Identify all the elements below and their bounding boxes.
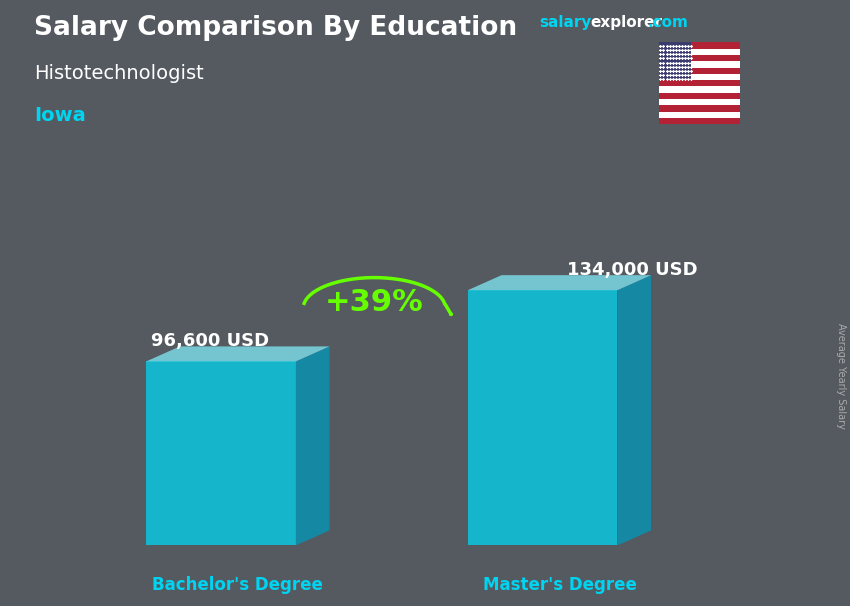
Bar	[659, 118, 740, 124]
Text: +39%: +39%	[325, 288, 423, 317]
Text: 134,000 USD: 134,000 USD	[567, 261, 698, 279]
Bar	[659, 74, 740, 80]
Polygon shape	[146, 347, 330, 361]
Text: Master's Degree: Master's Degree	[483, 576, 637, 594]
Bar	[659, 48, 740, 55]
Text: Bachelor's Degree: Bachelor's Degree	[152, 576, 323, 594]
Text: .com: .com	[648, 15, 689, 30]
Text: Salary Comparison By Education: Salary Comparison By Education	[34, 15, 517, 41]
Bar	[659, 61, 740, 68]
FancyArrowPatch shape	[445, 305, 451, 315]
Text: Iowa: Iowa	[34, 106, 86, 125]
Bar	[659, 93, 740, 99]
Polygon shape	[468, 290, 617, 545]
Text: explorer: explorer	[591, 15, 663, 30]
Bar	[659, 42, 691, 80]
Polygon shape	[296, 347, 330, 545]
Bar	[659, 42, 740, 48]
Bar	[659, 87, 740, 93]
Bar	[659, 105, 740, 112]
Text: Average Yearly Salary: Average Yearly Salary	[836, 323, 846, 428]
Polygon shape	[468, 275, 651, 290]
Bar	[659, 99, 740, 105]
Polygon shape	[146, 361, 296, 545]
Bar	[659, 80, 740, 87]
Text: salary: salary	[540, 15, 592, 30]
Text: Histotechnologist: Histotechnologist	[34, 64, 204, 82]
Bar	[659, 112, 740, 118]
Bar	[659, 55, 740, 61]
Text: 96,600 USD: 96,600 USD	[150, 332, 269, 350]
Polygon shape	[617, 275, 651, 545]
Bar	[659, 68, 740, 74]
